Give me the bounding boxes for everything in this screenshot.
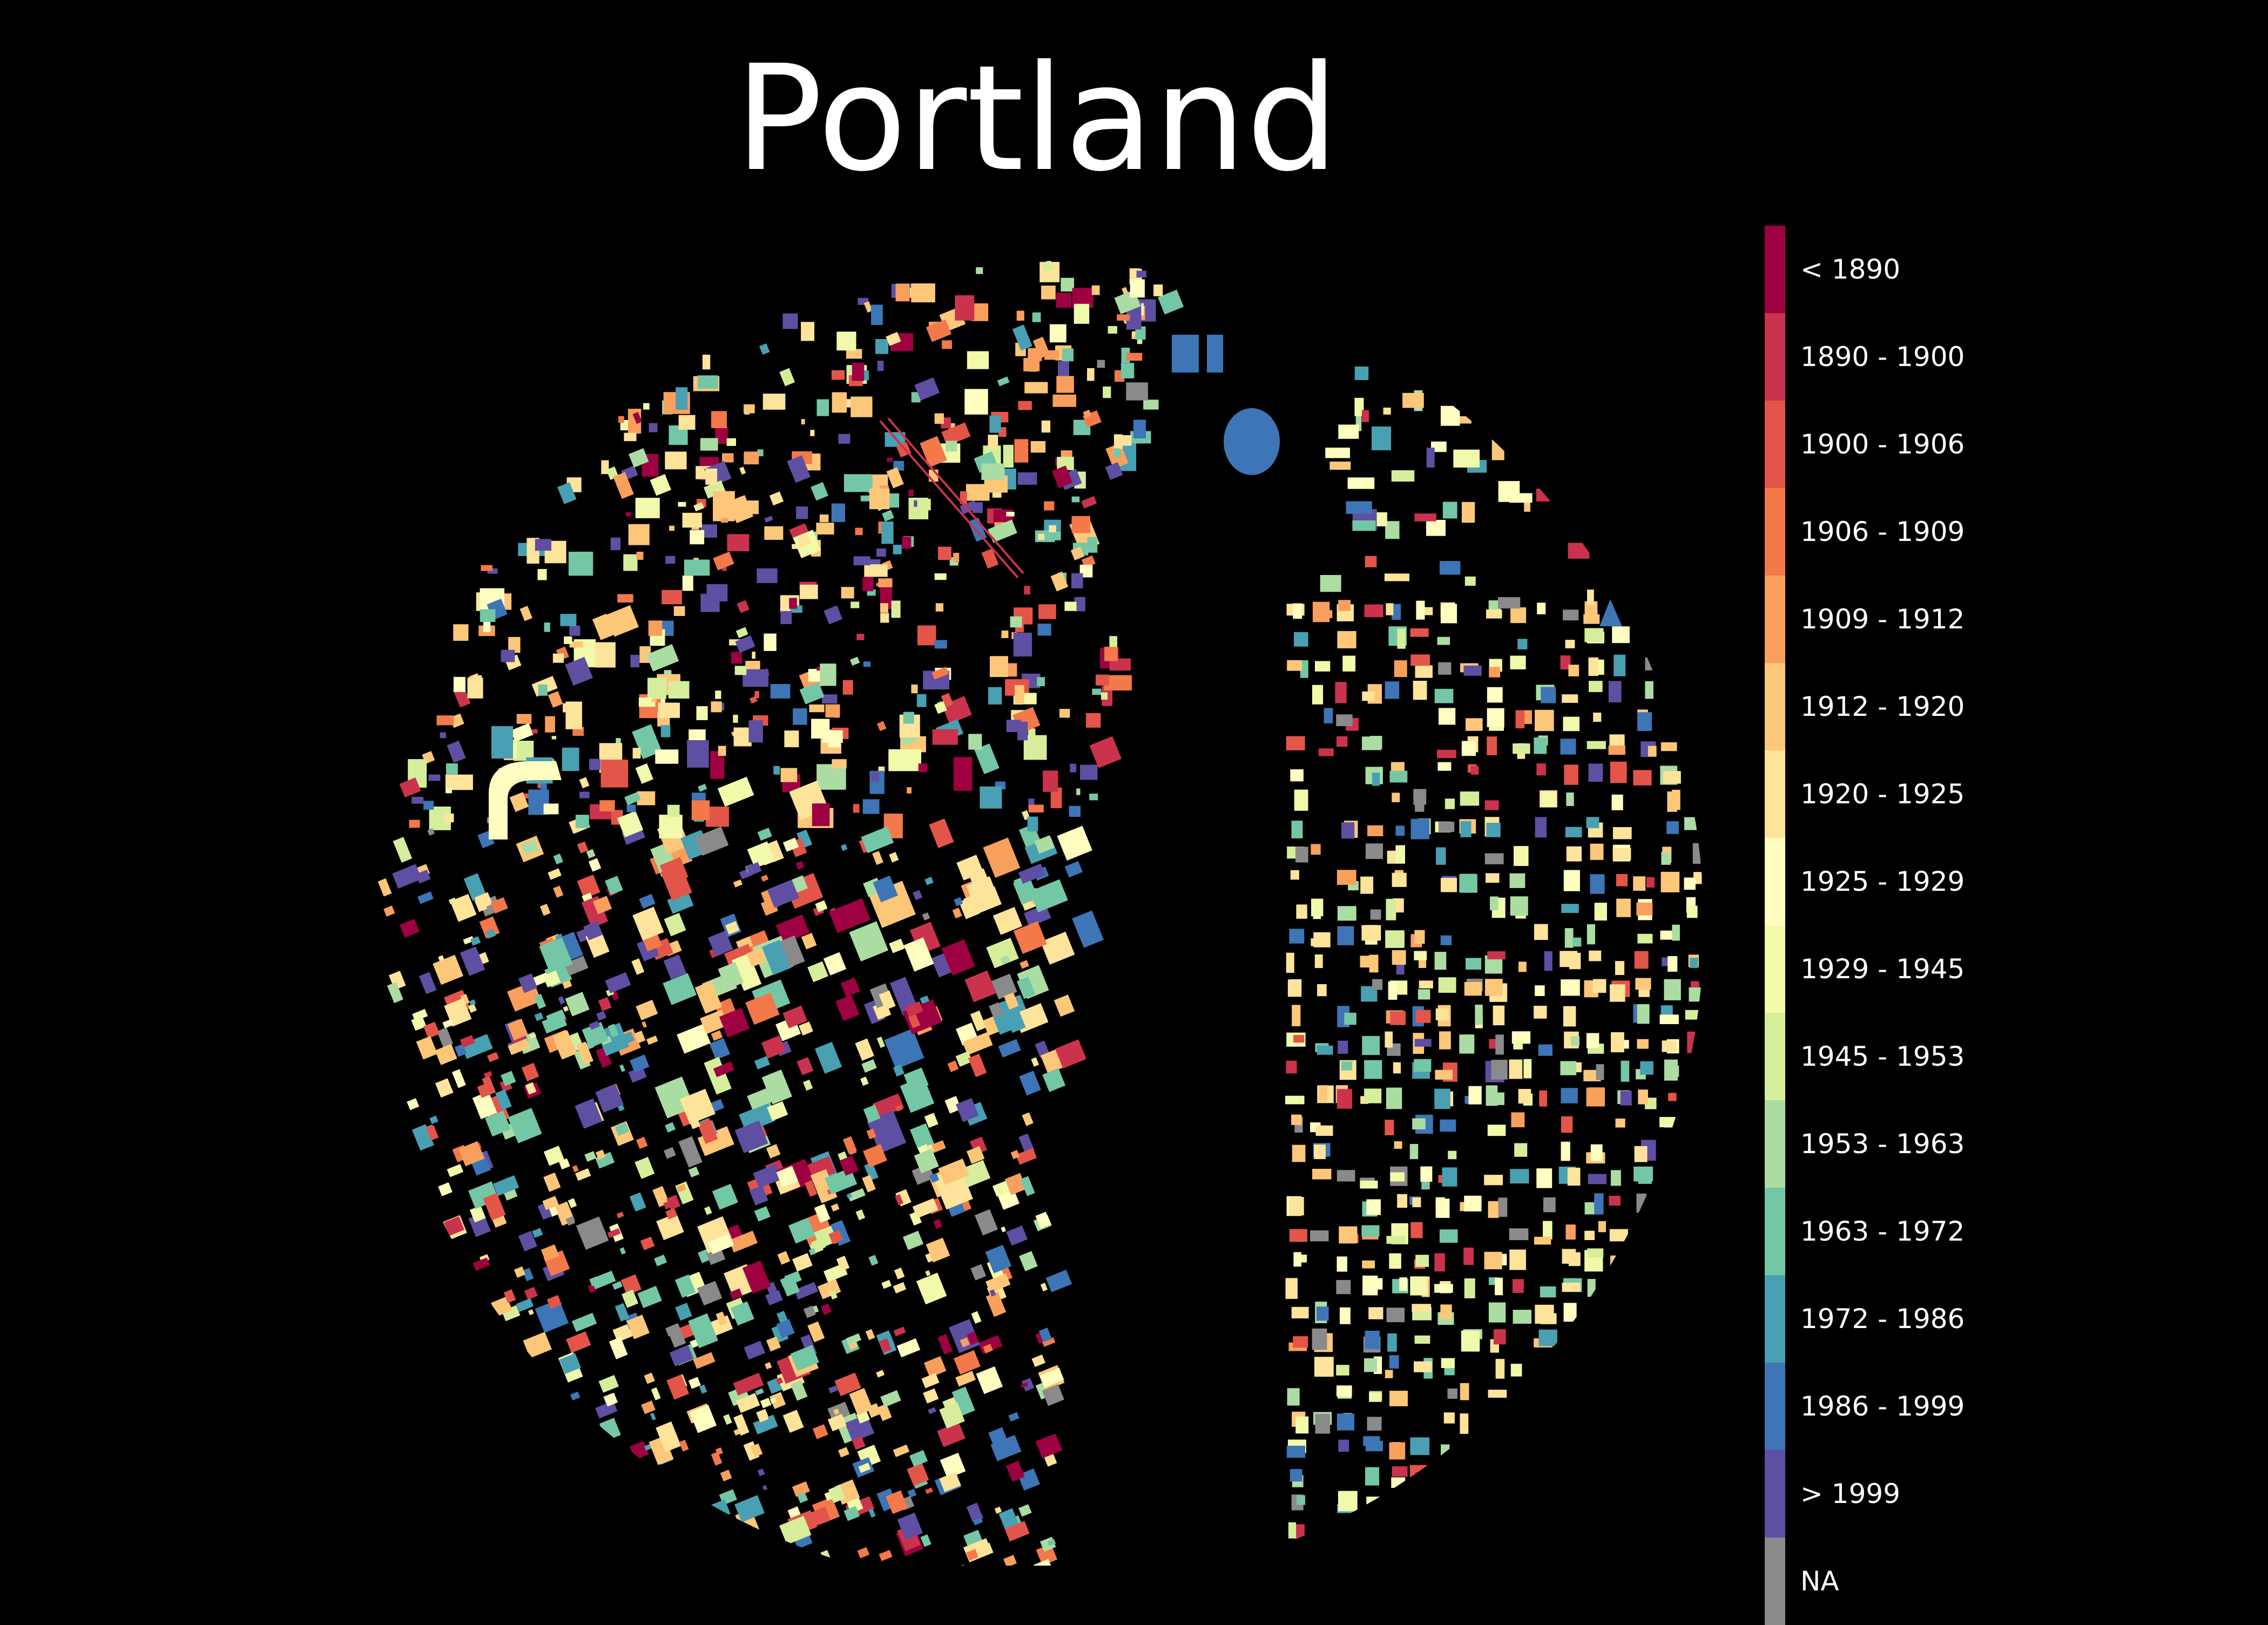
legend-item: 1953 - 1963 <box>1765 1100 2089 1188</box>
legend-swatch <box>1765 1013 1785 1100</box>
legend-label: 1925 - 1929 <box>1800 866 1965 897</box>
legend-swatch <box>1765 313 1785 401</box>
legend-item: 1890 - 1900 <box>1765 313 2089 401</box>
building-footprints <box>378 261 1704 1566</box>
legend-item: 1929 - 1945 <box>1765 925 2089 1013</box>
landmark-footprints <box>489 335 1622 839</box>
legend-label: 1909 - 1912 <box>1800 604 1965 635</box>
legend-swatch <box>1765 663 1785 750</box>
legend-label: 1906 - 1909 <box>1800 516 1965 547</box>
legend-item: NA <box>1765 1538 2089 1625</box>
legend-swatch <box>1765 1100 1785 1188</box>
legend-label: 1900 - 1906 <box>1800 429 1965 460</box>
legend-swatch <box>1765 226 1785 313</box>
legend-swatch <box>1765 1188 1785 1275</box>
legend-item: > 1999 <box>1765 1450 2089 1538</box>
legend-item: 1925 - 1929 <box>1765 838 2089 925</box>
legend-label: > 1999 <box>1800 1478 1901 1509</box>
legend-swatch <box>1765 750 1785 838</box>
legend-label: 1920 - 1925 <box>1800 778 1965 810</box>
legend-swatch <box>1765 1275 1785 1363</box>
legend-swatch <box>1765 925 1785 1013</box>
legend-item: 1909 - 1912 <box>1765 575 2089 663</box>
map-title: Portland <box>734 33 1339 204</box>
legend-label: 1912 - 1920 <box>1800 691 1965 722</box>
legend-label: < 1890 <box>1800 254 1901 285</box>
legend-item: 1906 - 1909 <box>1765 488 2089 575</box>
legend-swatch <box>1765 401 1785 488</box>
legend-label: 1945 - 1953 <box>1800 1041 1965 1072</box>
legend-item: < 1890 <box>1765 226 2089 313</box>
legend-label: 1929 - 1945 <box>1800 953 1965 985</box>
legend-swatch <box>1765 838 1785 925</box>
legend-item: 1912 - 1920 <box>1765 663 2089 750</box>
legend-item: 1986 - 1999 <box>1765 1363 2089 1450</box>
legend-swatch <box>1765 1450 1785 1538</box>
legend-item: 1900 - 1906 <box>1765 401 2089 488</box>
legend-label: 1972 - 1986 <box>1800 1303 1965 1335</box>
legend-item: 1963 - 1972 <box>1765 1188 2089 1275</box>
building-footprint-map[interactable] <box>378 254 1717 1566</box>
legend-swatch <box>1765 488 1785 575</box>
legend-item: 1920 - 1925 <box>1765 750 2089 838</box>
legend-item: 1945 - 1953 <box>1765 1013 2089 1100</box>
legend-label: NA <box>1800 1566 1839 1597</box>
legend-swatch <box>1765 1538 1785 1625</box>
map-canvas[interactable] <box>378 254 1717 1566</box>
year-built-legend: < 1890 1890 - 1900 1900 - 1906 1906 - 1909 1… <box>1765 226 2089 1625</box>
legend-label: 1953 - 1963 <box>1800 1128 1965 1160</box>
legend-item: 1972 - 1986 <box>1765 1275 2089 1363</box>
legend-label: 1963 - 1972 <box>1800 1216 1965 1247</box>
legend-swatch <box>1765 575 1785 663</box>
legend-label: 1986 - 1999 <box>1800 1391 1965 1422</box>
legend-label: 1890 - 1900 <box>1800 341 1965 373</box>
legend-swatch <box>1765 1363 1785 1450</box>
